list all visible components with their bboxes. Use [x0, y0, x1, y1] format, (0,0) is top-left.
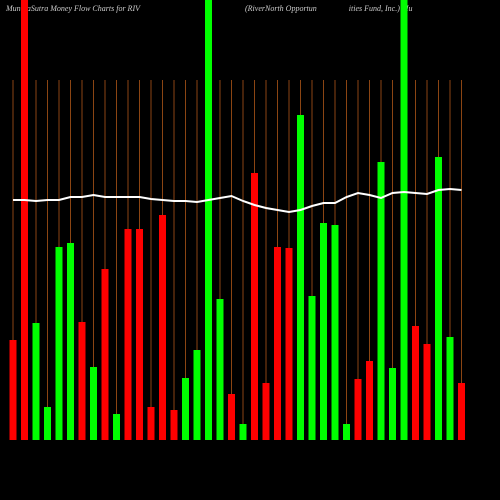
bar	[182, 378, 189, 440]
bar	[136, 229, 143, 440]
bar	[124, 229, 132, 440]
bar	[400, 0, 408, 440]
bar	[251, 173, 258, 440]
bar	[147, 407, 155, 440]
bar	[285, 248, 293, 440]
bar	[205, 0, 212, 440]
bar	[366, 361, 373, 440]
bar	[90, 367, 97, 440]
bar	[32, 323, 40, 440]
bar	[78, 322, 86, 440]
bar	[67, 243, 74, 440]
bar	[423, 344, 431, 440]
chart-title: MunafaSutra Money Flow Charts for RIV	[5, 4, 141, 13]
bar	[458, 383, 465, 440]
bar	[101, 269, 109, 440]
bar	[297, 115, 304, 440]
bar	[44, 407, 51, 440]
bar	[170, 410, 178, 440]
bar	[308, 296, 316, 440]
bar	[55, 247, 63, 440]
chart-subtitle: (RiverNorth Opportun ities Fund, Inc.) M…	[245, 4, 413, 13]
bar	[343, 424, 350, 440]
bar	[262, 383, 270, 440]
bar	[331, 225, 339, 440]
bar	[354, 379, 362, 440]
bar	[113, 414, 120, 440]
bar	[193, 350, 201, 440]
bar	[274, 247, 281, 440]
bar	[9, 340, 17, 440]
bar	[435, 157, 442, 440]
bar	[159, 215, 166, 440]
money-flow-line	[13, 187, 462, 214]
bar	[320, 223, 327, 440]
bar	[446, 337, 454, 440]
bar	[412, 326, 419, 440]
bar	[239, 424, 247, 440]
bar	[228, 394, 235, 440]
bar	[216, 299, 224, 440]
bar	[377, 162, 385, 440]
bar	[389, 368, 396, 440]
bar	[21, 0, 28, 440]
